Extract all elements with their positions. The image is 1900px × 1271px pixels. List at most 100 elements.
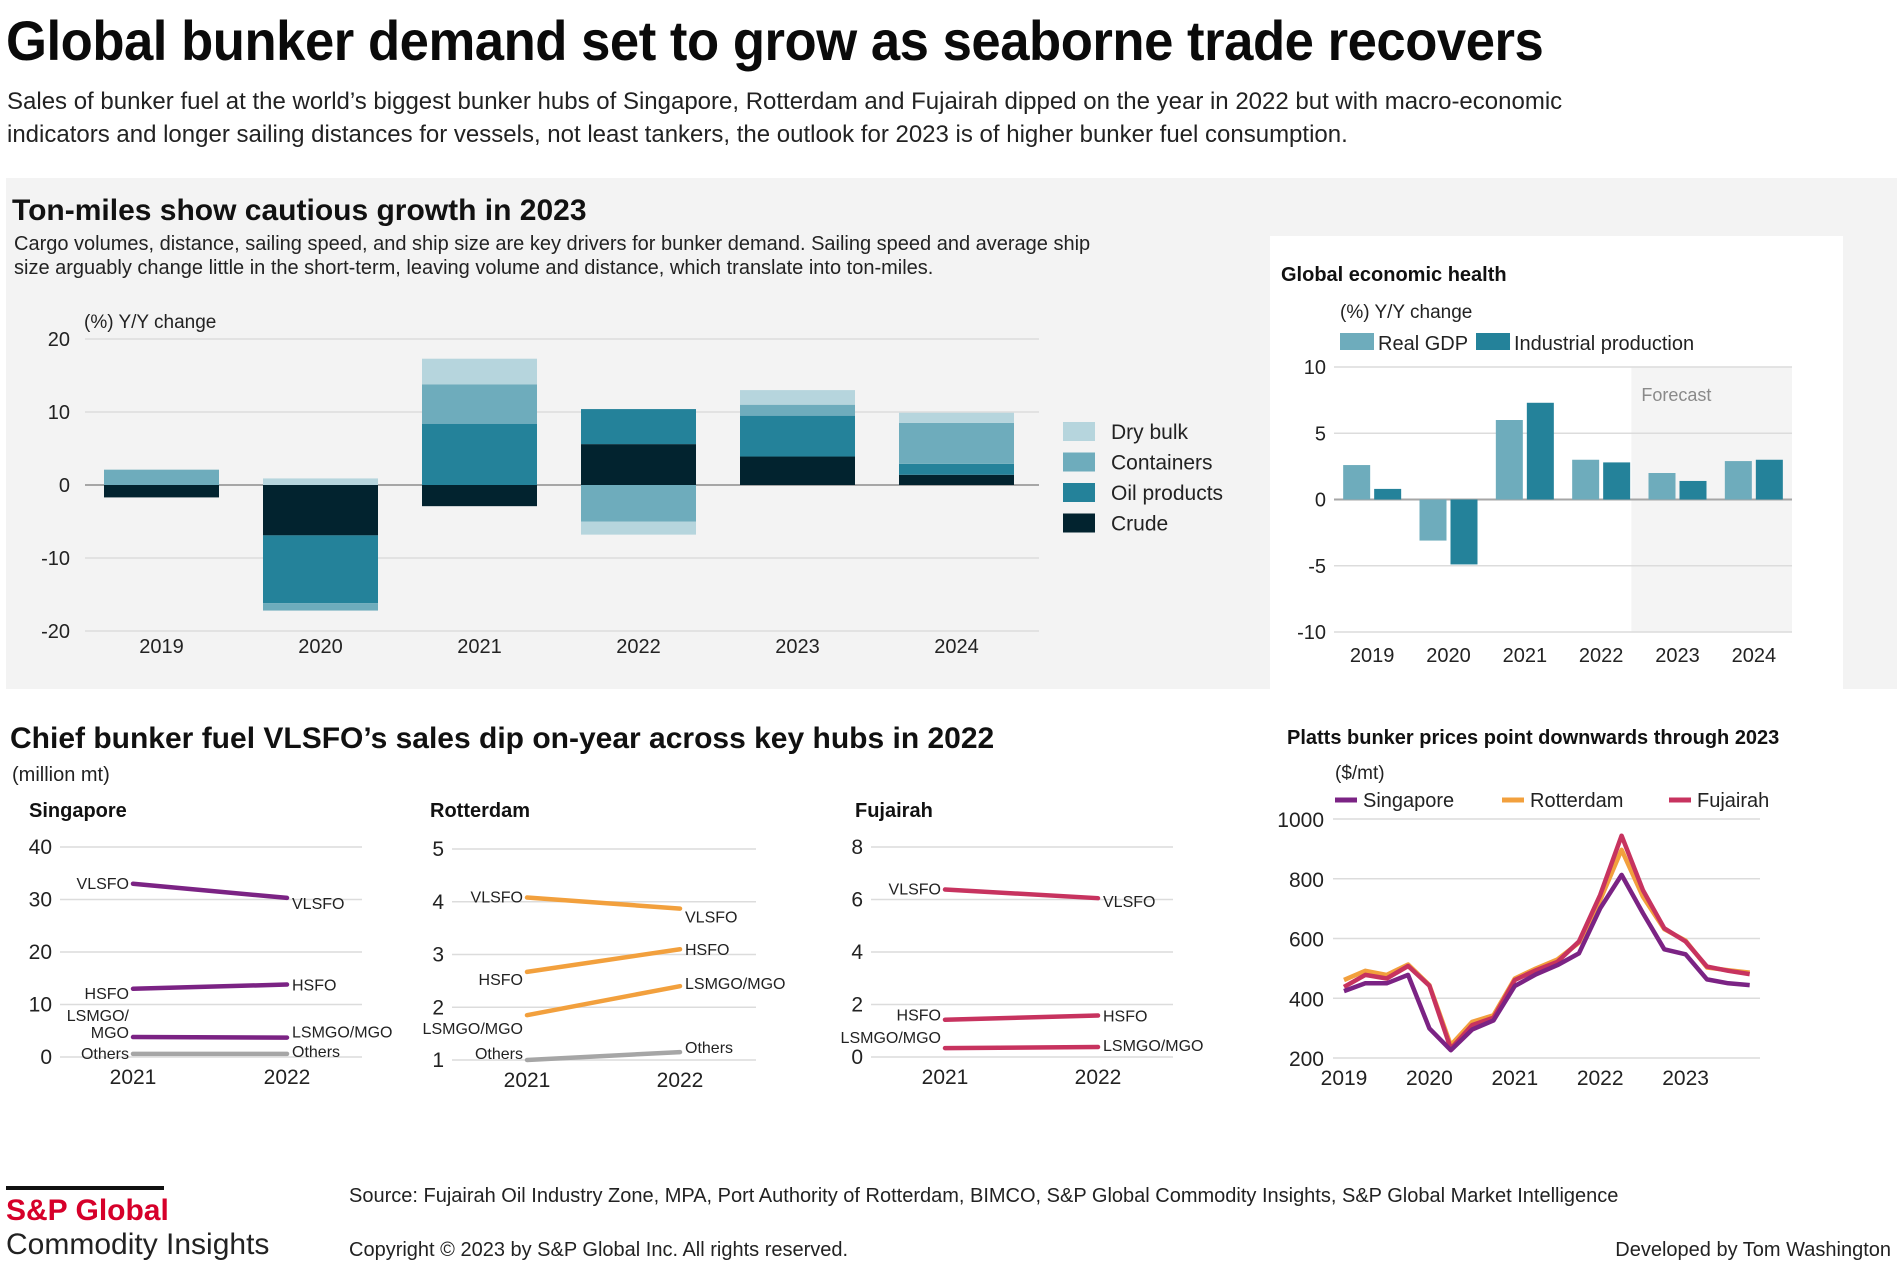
y-tick-label: 0 (59, 475, 70, 497)
legend-swatch (1063, 452, 1095, 472)
x-tick-label: 2021 (1503, 645, 1548, 667)
series-line-lsmgo-mgo (524, 983, 683, 1018)
x-tick-label: 2020 (1406, 1067, 1453, 1090)
bar-segment-crude (104, 485, 219, 498)
bar-segment-containers (740, 404, 855, 416)
credit-note: Developed by Tom Washington (1615, 1239, 1891, 1261)
x-tick-label: 2023 (775, 636, 820, 658)
bar-segment-crude (581, 444, 696, 485)
series-label-right: VLSFO (685, 910, 737, 927)
y-tick-label: 4 (432, 891, 444, 914)
x-tick-label: 2024 (934, 636, 979, 658)
y-tick-label: 10 (1304, 357, 1326, 379)
bar-real-gdp (1724, 461, 1752, 500)
legend-swatch (1063, 483, 1095, 502)
series-label-right: HSFO (1103, 1009, 1147, 1026)
bar-segment-dry-bulk (899, 412, 1014, 423)
brand-subtitle: Commodity Insights (6, 1228, 270, 1261)
series-line-hsfo (130, 982, 290, 991)
bar-segment-dry-bulk (263, 478, 378, 485)
bunker-prices-chart: Platts bunker prices point downwards thr… (1277, 727, 1779, 1090)
legend-label: Dry bulk (1111, 421, 1189, 444)
x-tick-label: 2020 (298, 636, 343, 658)
bar-segment-crude (422, 485, 537, 507)
y-tick-label: 0 (1315, 490, 1326, 512)
legend-swatch (1063, 513, 1095, 533)
x-tick-label: 2022 (264, 1066, 311, 1089)
ton-miles-desc-line-2: size arguably change little in the short… (14, 257, 934, 279)
legend-label: Industrial production (1514, 333, 1694, 355)
bar-real-gdp (1648, 473, 1676, 500)
series-label-left: VLSFO (889, 882, 941, 899)
bar-segment-crude (899, 474, 1014, 485)
brand-logo: S&P Global (6, 1194, 169, 1227)
x-tick-label: 2019 (1350, 645, 1395, 667)
y-tick-label: 0 (40, 1046, 52, 1069)
x-tick-label: 2023 (1662, 1067, 1709, 1090)
y-tick-label: -5 (1308, 556, 1326, 578)
y-tick-label: 5 (432, 838, 444, 861)
bar-industrial-production (1526, 402, 1554, 500)
subtitle-line-1: Sales of bunker fuel at the world’s bigg… (7, 88, 1563, 115)
x-tick-label: 2021 (504, 1069, 551, 1092)
legend-label: Crude (1111, 513, 1168, 536)
hub-title: Singapore (29, 800, 127, 822)
y-tick-label: 4 (851, 941, 863, 964)
gdp-title: Global economic health (1281, 264, 1507, 286)
legend-label: Rotterdam (1530, 790, 1623, 812)
y-tick-label: 10 (48, 402, 70, 424)
bar-industrial-production (1450, 499, 1478, 565)
bar-segment-oil-products (899, 463, 1014, 475)
x-tick-label: 2022 (1579, 645, 1624, 667)
bar-segment-oil-products (422, 423, 537, 485)
x-tick-label: 2022 (1577, 1067, 1624, 1090)
series-label-left: Others (475, 1046, 523, 1063)
y-tick-label: 6 (851, 889, 863, 912)
hub-title: Rotterdam (430, 800, 530, 822)
x-tick-label: 2019 (139, 636, 184, 658)
series-line-lsmgo-mgo (942, 1044, 1101, 1051)
series-label-right: HSFO (292, 978, 336, 995)
bar-real-gdp (1495, 420, 1523, 500)
y-tick-label: 3 (432, 944, 444, 967)
legend-swatch (1476, 333, 1510, 350)
y-tick-label: 400 (1289, 988, 1324, 1011)
series-label-left: VLSFO (77, 876, 129, 893)
ton-miles-title: Ton-miles show cautious growth in 2023 (12, 194, 587, 227)
bar-segment-containers (581, 485, 696, 522)
x-tick-label: 2021 (457, 636, 502, 658)
forecast-label: Forecast (1641, 385, 1711, 405)
bar-real-gdp (1343, 465, 1371, 500)
bar-industrial-production (1374, 488, 1402, 500)
series-label-left: HSFO (85, 986, 129, 1003)
bar-real-gdp (1419, 499, 1447, 541)
y-tick-label: 40 (29, 836, 52, 859)
series-label-right: VLSFO (292, 896, 344, 913)
series-line-fujairah (1342, 833, 1751, 1051)
x-tick-label: 2023 (1655, 645, 1700, 667)
x-tick-label: 2021 (110, 1066, 157, 1089)
bar-industrial-production (1679, 480, 1707, 500)
ton-miles-chart: (%) Y/Y change 20 10 0 -10 -20 2019 2020 2021 202… (41, 312, 1223, 658)
x-tick-label: 2022 (657, 1069, 704, 1092)
gdp-chart: (%) Y/Y change Real GDP Industrial product… (1297, 302, 1792, 667)
hub-title: Fujairah (855, 800, 933, 822)
subtitle-line-2: indicators and longer sailing distances … (7, 121, 1348, 148)
series-label-right: VLSFO (1103, 894, 1155, 911)
singapore-sales-chart: Singapore 40 30 20 10 0 2021 2022 VLSFO VLSFO HSFO… (29, 800, 393, 1089)
bar-real-gdp (1572, 459, 1600, 500)
y-tick-label: 600 (1289, 929, 1324, 952)
y-tick-label: -20 (41, 621, 70, 643)
y-tick-label: -10 (41, 548, 70, 570)
x-tick-label: 2020 (1426, 645, 1471, 667)
x-tick-label: 2022 (616, 636, 661, 658)
series-label-right: LSMGO/MGO (1103, 1038, 1203, 1055)
y-tick-label: 20 (29, 941, 52, 964)
series-label-left: VLSFO (471, 890, 523, 907)
legend-label: Fujairah (1697, 790, 1769, 812)
series-label-right: Others (292, 1044, 340, 1061)
bar-industrial-production (1603, 462, 1631, 500)
series-label-left: MGO (91, 1025, 129, 1042)
bar-segment-crude (263, 485, 378, 536)
bar-segment-containers (422, 384, 537, 424)
